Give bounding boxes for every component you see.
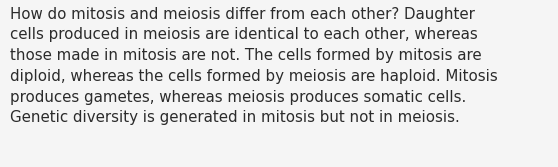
Text: How do mitosis and meiosis differ from each other? Daughter
cells produced in me: How do mitosis and meiosis differ from e…	[10, 7, 498, 125]
